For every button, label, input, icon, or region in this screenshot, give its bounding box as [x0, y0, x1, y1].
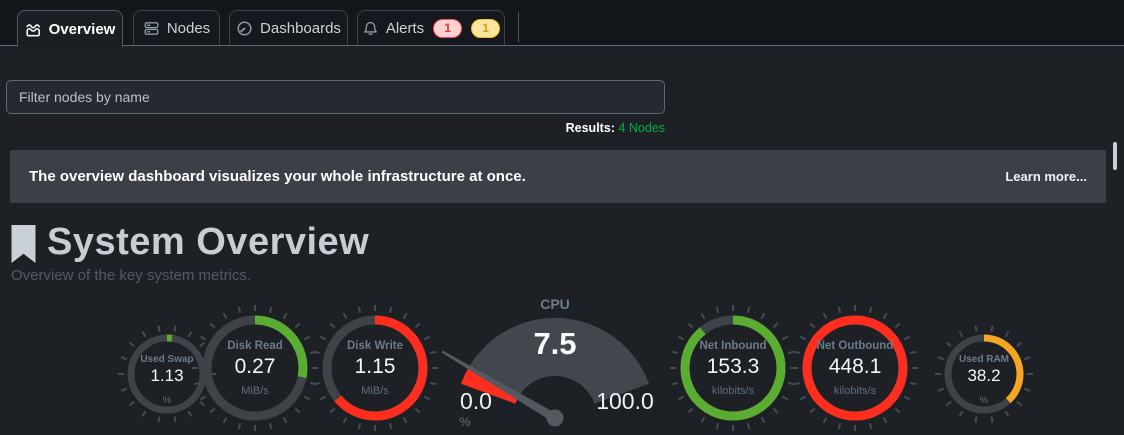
- alerts-warning-badge: 1: [471, 18, 501, 38]
- gauge-cpu[interactable]: CPU 7.5 0.0 100.0 %: [440, 288, 670, 435]
- tab-alerts-label: Alerts: [385, 19, 425, 37]
- tab-dashboards-label: Dashboards: [260, 19, 341, 37]
- net-inbound-ring-chart: [670, 305, 796, 431]
- banner-message: The overview dashboard visualizes your w…: [29, 168, 526, 185]
- gauge-title: Used Swap: [140, 354, 194, 365]
- gauge-value: 1.13: [150, 366, 184, 385]
- gauge-unit: %: [979, 395, 989, 406]
- tab-alerts[interactable]: Alerts 1 1: [357, 10, 505, 45]
- gauge-unit: MiB/s: [361, 385, 389, 397]
- gauge-value: 38.2: [967, 366, 1001, 385]
- gauge-net-outbound[interactable]: Net Outbound 448.1 kilobits/s: [791, 304, 919, 432]
- gauge-used-ram[interactable]: Used RAM 38.2 %: [932, 322, 1036, 426]
- gauge-value: 448.1: [828, 355, 882, 378]
- cpu-needle-gauge-chart: [441, 317, 649, 427]
- gauge-unit: MiB/s: [241, 385, 269, 397]
- gauge-max-label: 100.0: [596, 388, 654, 414]
- gauge-min-label: 0.0: [460, 388, 492, 414]
- gauge-disk-write[interactable]: Disk Write 1.15 MiB/s: [311, 304, 439, 432]
- gauge-net-inbound[interactable]: Net Inbound 153.3 kilobits/s: [669, 304, 797, 432]
- tab-nodes[interactable]: Nodes: [133, 10, 220, 45]
- gauge-value: 153.3: [706, 355, 760, 378]
- gauge-value: 0.27: [234, 355, 276, 378]
- tab-overview-label: Overview: [48, 20, 116, 38]
- gauge-title: Net Inbound: [699, 340, 767, 352]
- gauge-disk-read[interactable]: Disk Read 0.27 MiB/s: [191, 304, 319, 432]
- bookmark-icon: [10, 224, 37, 269]
- used-ram-ring-chart: [935, 325, 1033, 423]
- net-outbound-ring-chart: [792, 305, 918, 431]
- gauge-unit: %: [162, 395, 172, 406]
- gauge-title: Disk Write: [346, 340, 404, 352]
- gauge-title: Disk Read: [227, 340, 283, 352]
- gauge-icon: [236, 20, 253, 37]
- gauge-value: 7.5: [533, 326, 577, 361]
- disk-read-ring-chart: [192, 305, 318, 431]
- tab-overview[interactable]: Overview: [17, 10, 123, 47]
- tab-nodes-label: Nodes: [166, 19, 211, 37]
- scrollbar-thumb[interactable]: [1113, 142, 1117, 170]
- tab-bar-divider: [518, 12, 519, 42]
- bell-icon: [362, 20, 379, 37]
- tab-dashboards[interactable]: Dashboards: [229, 10, 348, 45]
- gauge-title: CPU: [540, 296, 570, 312]
- gauge-title: Used RAM: [958, 354, 1009, 365]
- gauge-title: Net Outbound: [816, 340, 894, 352]
- tab-bar: Overview Nodes Dashboards: [0, 0, 1124, 47]
- gauge-unit: kilobits/s: [711, 385, 755, 397]
- results-count: 4 Nodes: [618, 121, 665, 135]
- results-label: Results:: [565, 121, 615, 135]
- learn-more-link[interactable]: Learn more...: [1005, 169, 1087, 184]
- gauge-value: 1.15: [354, 355, 396, 378]
- gauge-unit: kilobits/s: [833, 385, 877, 397]
- info-banner: The overview dashboard visualizes your w…: [10, 150, 1106, 203]
- area-chart-icon: [25, 21, 42, 38]
- disk-write-ring-chart: [312, 305, 438, 431]
- results-line: Results: 4 Nodes: [365, 121, 665, 135]
- filter-nodes-input[interactable]: [6, 80, 665, 114]
- section-subtitle: Overview of the key system metrics.: [11, 267, 252, 284]
- gauge-unit: %: [459, 414, 471, 429]
- alerts-critical-badge: 1: [433, 18, 463, 38]
- section-title: System Overview: [47, 221, 370, 263]
- nodes-icon: [143, 20, 160, 37]
